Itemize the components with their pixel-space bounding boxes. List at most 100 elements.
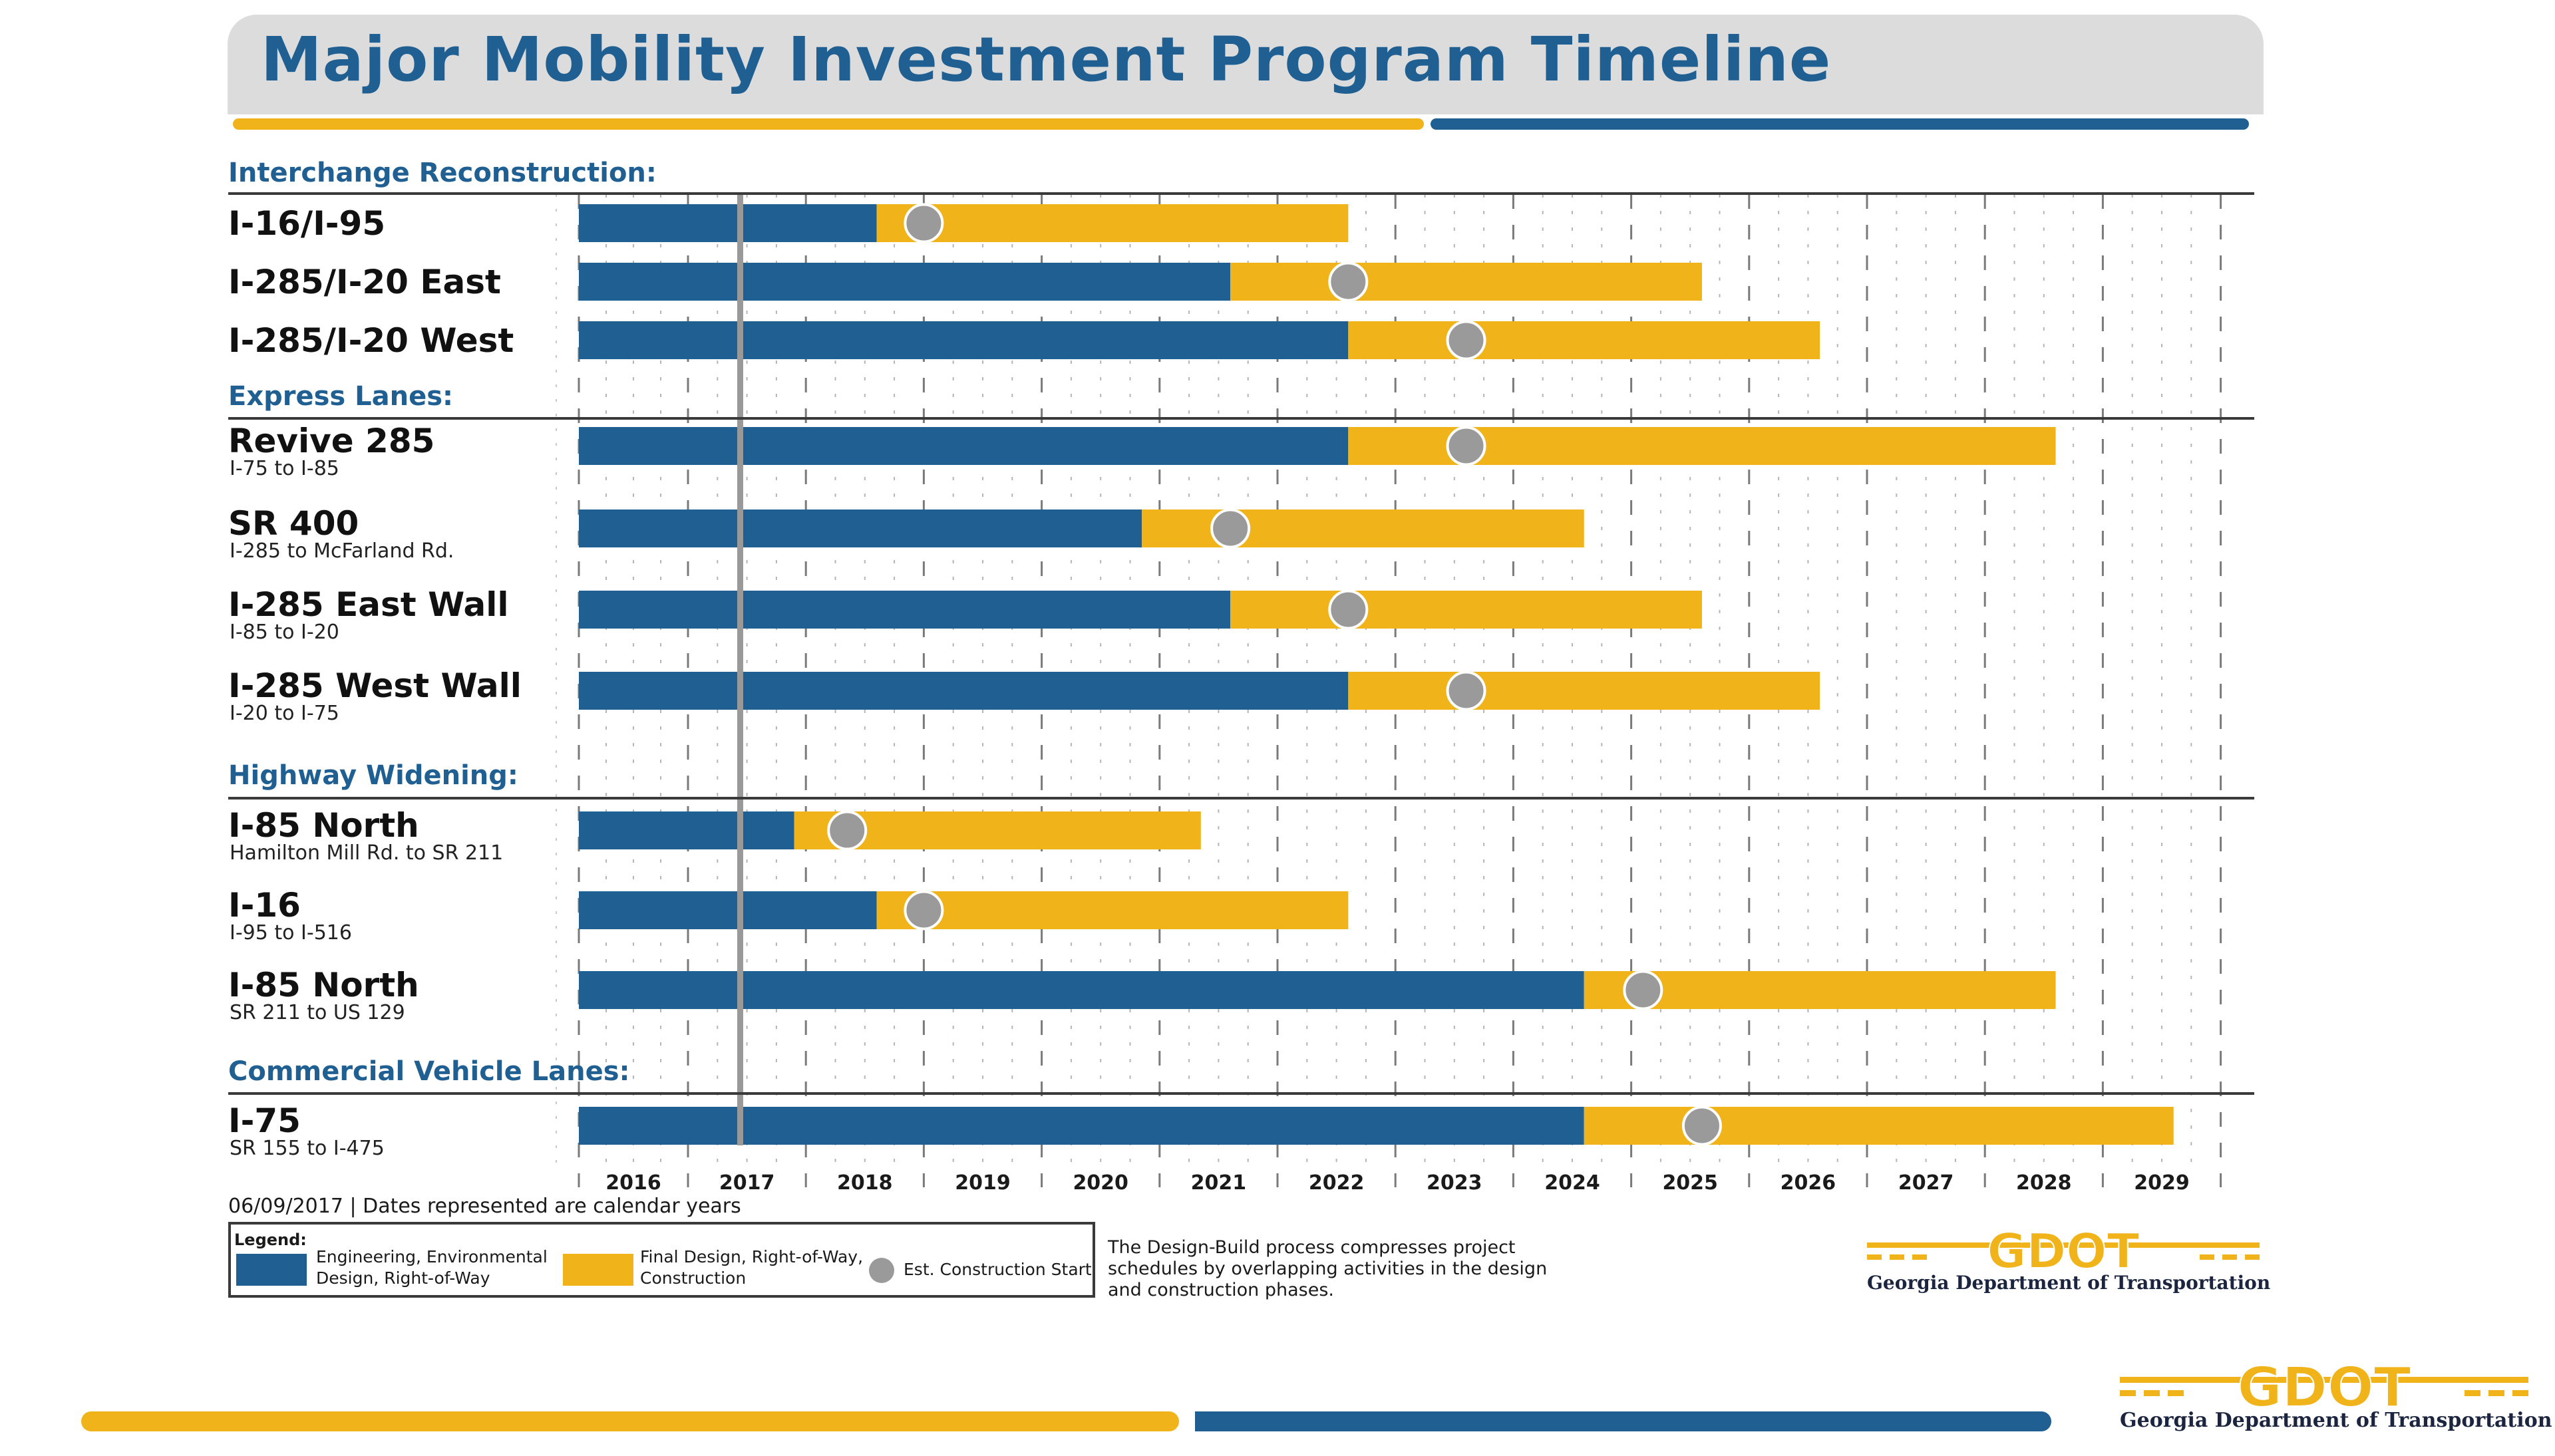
page-title: Major Mobility Investment Program Timeli… bbox=[261, 24, 1832, 95]
project-name: I-285/I-20 West bbox=[228, 321, 514, 360]
gdot-wordmark: GDOT bbox=[2237, 1361, 2411, 1409]
legend-swatch-construction bbox=[563, 1254, 633, 1286]
gdot-wordmark: GDOT bbox=[1987, 1229, 2139, 1270]
project-name: I-75 bbox=[228, 1101, 301, 1140]
bar-construction-phase bbox=[876, 891, 1349, 929]
project-name: I-16/I-95 bbox=[228, 204, 386, 243]
gdot-logo-footer: GDOT Georgia Department of Transportatio… bbox=[2120, 1361, 2552, 1432]
x-tick-label: 2021 bbox=[1191, 1171, 1247, 1195]
construction-start-marker bbox=[1623, 970, 1663, 1010]
bar-design-phase bbox=[579, 510, 1142, 547]
project-subtitle: I-75 to I-85 bbox=[230, 457, 339, 480]
date-note: 06/09/2017 | Dates represented are calen… bbox=[228, 1195, 741, 1218]
bar-design-phase bbox=[579, 672, 1349, 710]
section-rule bbox=[228, 1092, 2254, 1095]
bar-construction-phase bbox=[1348, 321, 1820, 359]
bar-design-phase bbox=[579, 1107, 1584, 1145]
legend-label-design-line2: Design, Right-of-Way bbox=[316, 1268, 490, 1288]
gdot-logo: GDOT Georgia Department of Transportatio… bbox=[1867, 1229, 2271, 1294]
x-tick-label: 2026 bbox=[1781, 1171, 1836, 1195]
today-line bbox=[737, 194, 743, 1145]
bar-design-phase bbox=[579, 321, 1349, 359]
project-name: I-285/I-20 East bbox=[228, 263, 501, 301]
bar-construction-phase bbox=[1584, 1107, 2174, 1145]
bar-construction-phase bbox=[1348, 672, 1820, 710]
gdot-caption: Georgia Department of Transportation bbox=[2120, 1409, 2552, 1432]
section-title: Express Lanes: bbox=[228, 381, 454, 412]
gdot-caption: Georgia Department of Transportation bbox=[1867, 1272, 2271, 1294]
design-build-note: The Design-Build process compresses proj… bbox=[1108, 1237, 1548, 1300]
construction-start-marker bbox=[904, 890, 944, 931]
bar-design-phase bbox=[579, 427, 1349, 465]
bar-design-phase bbox=[579, 811, 794, 849]
legend-marker-construction-start bbox=[869, 1258, 894, 1283]
project-subtitle: SR 211 to US 129 bbox=[230, 1001, 405, 1024]
title-band bbox=[228, 15, 2264, 114]
x-tick-label: 2017 bbox=[719, 1171, 775, 1195]
legend-label-construction-line1: Final Design, Right-of-Way, bbox=[640, 1247, 864, 1266]
project-subtitle: Hamilton Mill Rd. to SR 211 bbox=[230, 841, 504, 865]
x-tick-label: 2019 bbox=[955, 1171, 1011, 1195]
project-name: SR 400 bbox=[228, 504, 359, 543]
section-rule bbox=[228, 797, 2254, 800]
bar-construction-phase bbox=[1230, 263, 1702, 301]
bar-construction-phase bbox=[1230, 591, 1702, 629]
bar-design-phase bbox=[579, 971, 1584, 1009]
x-tick-label: 2022 bbox=[1309, 1171, 1365, 1195]
project-name: Revive 285 bbox=[228, 422, 435, 460]
construction-start-marker bbox=[1210, 508, 1251, 549]
footer-accent-orange bbox=[81, 1411, 1179, 1431]
project-name: I-85 North bbox=[228, 966, 419, 1004]
legend-label-design-line1: Engineering, Environmental bbox=[316, 1247, 548, 1266]
section-title: Commercial Vehicle Lanes: bbox=[228, 1056, 630, 1087]
legend-label-construction: Final Design, Right-of-Way, Construction bbox=[640, 1246, 863, 1289]
construction-start-marker bbox=[827, 810, 868, 851]
project-name: I-16 bbox=[228, 886, 301, 925]
x-tick-label: 2024 bbox=[1544, 1171, 1600, 1195]
x-tick-label: 2025 bbox=[1662, 1171, 1718, 1195]
construction-start-marker bbox=[1328, 589, 1369, 630]
gdot-logo-icon: GDOT bbox=[2120, 1361, 2528, 1409]
construction-start-marker bbox=[1446, 320, 1486, 361]
construction-start-marker bbox=[1681, 1105, 1722, 1146]
legend-swatch-design bbox=[236, 1254, 307, 1286]
construction-start-marker bbox=[1328, 261, 1369, 302]
header-accent-blue bbox=[1431, 118, 2249, 130]
project-subtitle: I-20 to I-75 bbox=[230, 702, 339, 725]
header-accent-orange bbox=[233, 118, 1424, 130]
project-subtitle: I-95 to I-516 bbox=[230, 921, 352, 945]
x-tick-label: 2020 bbox=[1073, 1171, 1128, 1195]
bar-design-phase bbox=[579, 204, 877, 242]
legend-label-construction-line2: Construction bbox=[640, 1268, 747, 1288]
legend-label-construction-start: Est. Construction Start bbox=[904, 1260, 1092, 1279]
bar-design-phase bbox=[579, 263, 1231, 301]
project-subtitle: SR 155 to I-475 bbox=[230, 1137, 385, 1160]
project-subtitle: I-285 to McFarland Rd. bbox=[230, 539, 454, 563]
x-tick-label: 2027 bbox=[1898, 1171, 1954, 1195]
legend bbox=[228, 1222, 1095, 1298]
gdot-logo-icon: GDOT bbox=[1867, 1229, 2260, 1270]
x-tick-label: 2016 bbox=[605, 1171, 661, 1195]
x-tick-label: 2023 bbox=[1427, 1171, 1482, 1195]
bar-construction-phase bbox=[876, 204, 1349, 242]
bar-design-phase bbox=[579, 591, 1231, 629]
construction-start-marker bbox=[1446, 670, 1486, 711]
construction-start-marker bbox=[1446, 426, 1486, 466]
project-name: I-85 North bbox=[228, 806, 419, 845]
legend-label-design: Engineering, Environmental Design, Right… bbox=[316, 1246, 548, 1289]
section-title: Interchange Reconstruction: bbox=[228, 158, 657, 188]
section-rule bbox=[228, 192, 2254, 195]
section-title: Highway Widening: bbox=[228, 760, 518, 791]
x-tick-label: 2029 bbox=[2134, 1171, 2190, 1195]
project-name: I-285 West Wall bbox=[228, 666, 522, 705]
project-subtitle: I-85 to I-20 bbox=[230, 621, 339, 644]
section-rule bbox=[228, 417, 2254, 420]
bar-construction-phase bbox=[1142, 510, 1584, 547]
footer-accent-blue bbox=[1195, 1411, 2051, 1431]
x-tick-label: 2028 bbox=[2016, 1171, 2072, 1195]
legend-title: Legend: bbox=[234, 1231, 307, 1249]
bar-design-phase bbox=[579, 891, 877, 929]
construction-start-marker bbox=[904, 203, 944, 243]
project-name: I-285 East Wall bbox=[228, 585, 509, 624]
